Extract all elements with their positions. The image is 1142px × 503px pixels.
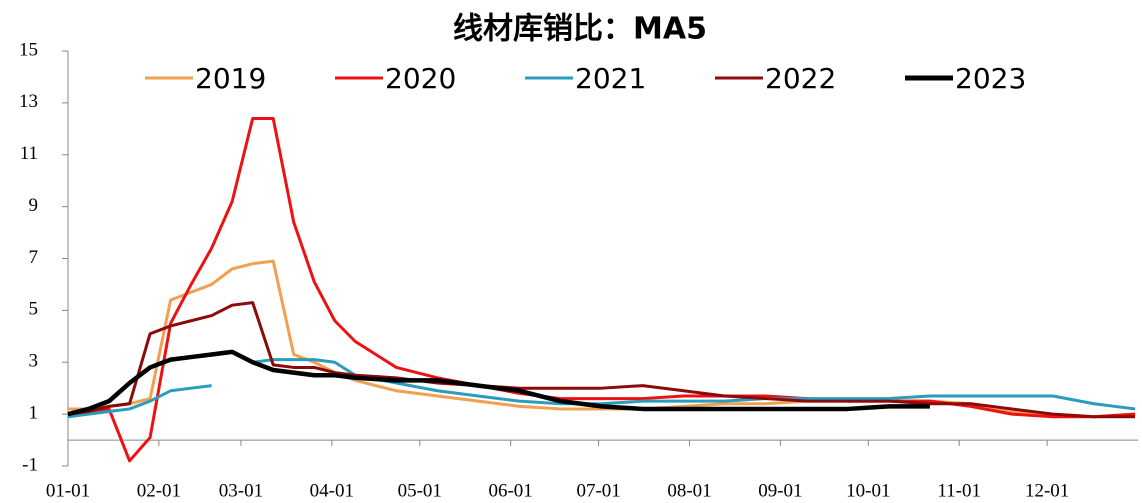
series-line	[68, 259, 1136, 419]
y-tick-label: 3	[29, 351, 39, 372]
series-line	[67, 358, 1136, 419]
y-tick-label: 7	[29, 247, 39, 268]
x-tick-label: 01-01	[46, 480, 90, 501]
legend-label: 2019	[195, 62, 266, 95]
x-tick-label: 04-01	[310, 480, 354, 501]
x-tick-label: 10-01	[846, 480, 890, 501]
legend-label: 2023	[955, 62, 1026, 95]
y-tick-label: 1	[29, 402, 39, 423]
legend-label: 2021	[575, 62, 646, 95]
y-tick-label: 9	[29, 195, 39, 216]
x-tick-label: 11-01	[937, 480, 981, 501]
series-line	[67, 349, 930, 417]
x-tick-label: 05-01	[398, 480, 442, 501]
x-tick-label: 09-01	[758, 480, 802, 501]
y-tick-label: -1	[22, 454, 38, 475]
x-tick-label: 12-01	[1025, 480, 1069, 501]
x-tick-label: 03-01	[219, 480, 263, 501]
y-tick-label: 5	[29, 299, 39, 320]
y-tick-label: 11	[20, 143, 38, 164]
x-tick-label: 02-01	[137, 480, 181, 501]
y-tick-label: 13	[19, 91, 38, 112]
y-tick-label: 15	[19, 39, 38, 60]
legend-label: 2020	[385, 62, 456, 95]
x-tick-label: 08-01	[667, 480, 711, 501]
x-tick-label: 06-01	[488, 480, 532, 501]
chart-title: 线材库销比：MA5	[453, 12, 707, 47]
legend-label: 2022	[765, 62, 836, 95]
x-tick-label: 07-01	[576, 480, 620, 501]
